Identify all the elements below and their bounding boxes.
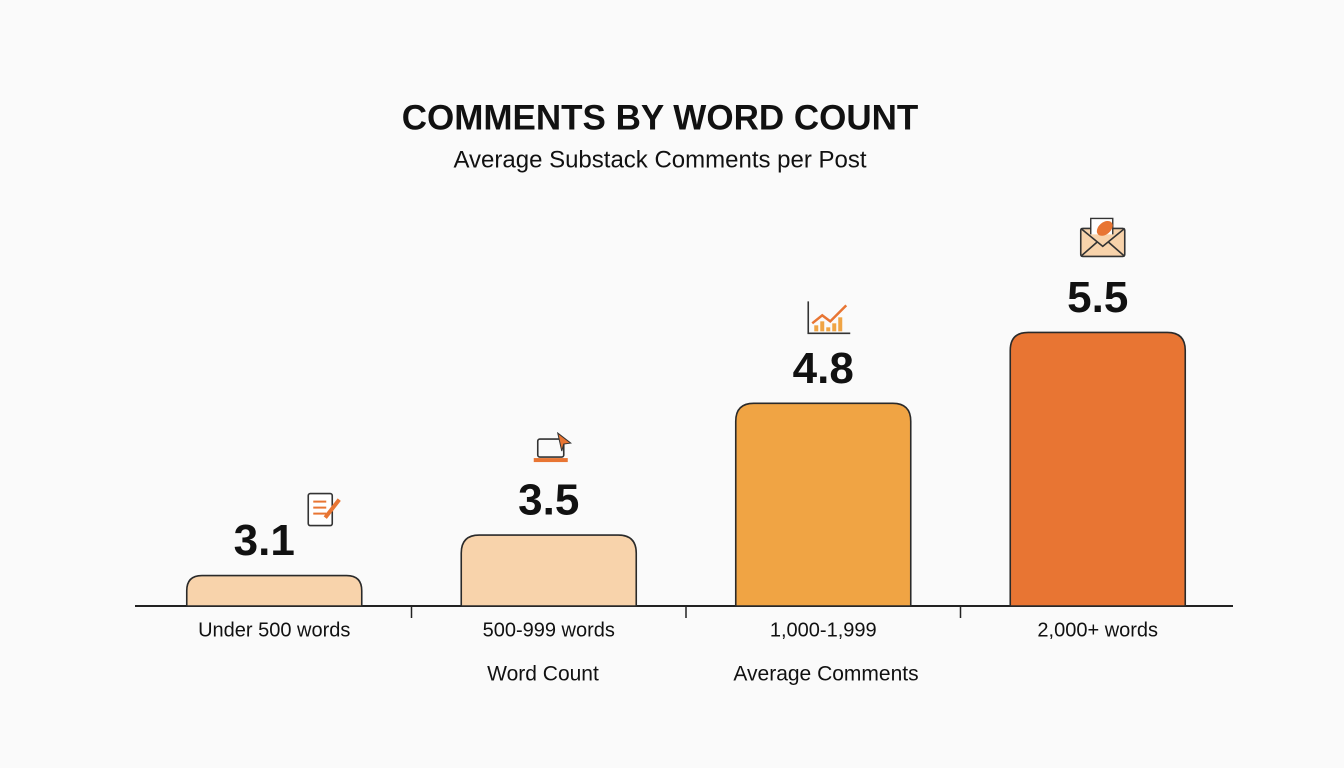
value-label: 3.1: [234, 516, 295, 565]
bar: [460, 534, 638, 607]
icon-part: [838, 317, 843, 332]
icon-part: [820, 321, 825, 332]
value-label: 3.5: [518, 476, 579, 525]
bar: [734, 402, 912, 607]
x-tick-label: Under 500 words: [198, 619, 350, 641]
bar: [1009, 331, 1187, 607]
icon-part: [807, 301, 851, 335]
icon-part: [826, 327, 831, 332]
x-tick-label: 2,000+ words: [1037, 619, 1158, 641]
icon: [807, 301, 851, 335]
x-tick-label: 1,000-1,999: [770, 619, 877, 641]
x-axis-label: Word Count: [487, 663, 599, 686]
value-label: 4.8: [793, 344, 854, 393]
icon-part: [323, 498, 341, 519]
bar: [185, 574, 363, 607]
icon-part: [1080, 227, 1126, 258]
y-axis-label: Average Comments: [733, 663, 918, 686]
icon-part: [556, 431, 572, 452]
icon-part: [814, 325, 819, 332]
value-label: 5.5: [1067, 273, 1128, 322]
icon: [307, 492, 341, 527]
icon: [533, 431, 572, 463]
icon: [1079, 217, 1126, 258]
icon-part: [533, 458, 568, 463]
icon-part: [536, 438, 565, 458]
chart-subtitle: Average Substack Comments per Post: [453, 146, 866, 173]
icon-part: [1096, 221, 1113, 236]
icon-part: [811, 304, 848, 325]
icon-part: [832, 323, 837, 332]
x-tick-label: 500-999 words: [483, 619, 615, 641]
icon-part: [307, 492, 334, 527]
chart-title: COMMENTS BY WORD COUNT: [402, 98, 919, 137]
